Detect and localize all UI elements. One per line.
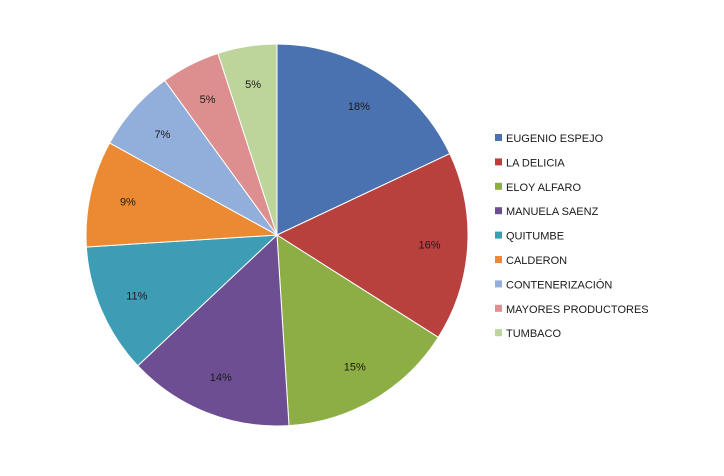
legend-item-la-delicia: LA DELICIA [495,157,565,169]
legend-item-calderon: CALDERON [495,255,567,267]
legend-label: QUITUMBE [506,231,564,243]
pie-slice-eloy-alfaro [276,234,439,427]
slice-percent-label: 15% [344,362,366,374]
legend-item-eloy-alfaro: ELOY ALFARO [495,182,581,194]
legend-item-quitumbe: QUITUMBE [495,231,564,243]
legend-label: TUMBACO [506,328,561,340]
legend-label: MAYORES PRODUCTORES [506,304,649,316]
legend-swatch [495,329,502,337]
slice-percent-label: 5% [245,79,261,91]
legend-label: LA DELICIA [506,157,565,169]
legend: EUGENIO ESPEJO LA DELICIA ELOY ALFARO MANUE… [495,133,649,340]
pie-slice-calderon [85,142,279,248]
slice-percent-label: 7% [154,129,170,141]
legend-swatch [495,207,502,215]
pie-slice-manuela-saenz [137,233,290,427]
legend-swatch [495,280,502,288]
legend-swatch [495,231,502,239]
pie-slice-quitumbe [85,234,279,367]
legend-swatch [495,304,502,312]
legend-item-contenerizacion: CONTENERIZACIÓN [495,278,612,291]
legend-label: MANUELA SAENZ [506,206,599,218]
slice-percent-label: 14% [210,372,232,384]
slice-percent-label: 18% [348,101,370,113]
slice-percent-label: 16% [418,240,440,252]
pie-slice-eugenio-espejo [276,43,451,236]
slice-percent-label: 9% [120,197,136,209]
slice-percent-label: 11% [126,291,147,303]
pie-slice-la-delicia [275,153,469,339]
legend-swatch [495,256,502,263]
legend-item-eugenio-espejo: EUGENIO ESPEJO [495,133,604,145]
legend-swatch [495,182,502,190]
legend-label: ELOY ALFARO [506,182,581,194]
legend-item-tumbaco: TUMBACO [495,328,561,340]
slice-percent-label: 5% [200,94,216,106]
pie-slice-tumbaco [217,43,278,236]
legend-swatch [495,134,502,141]
legend-label: CALDERON [506,255,567,267]
legend-item-manuela-saenz: MANUELA SAENZ [495,206,599,218]
slices [85,43,469,427]
legend-label: CONTENERIZACIÓN [506,278,612,291]
legend-label: EUGENIO ESPEJO [506,133,604,145]
slice-labels: 18% 16% 15% 14% 11% 9% 7% 5% 5% [120,79,441,384]
legend-swatch [495,158,502,166]
legend-item-mayores-productores: MAYORES PRODUCTORES [495,304,649,316]
